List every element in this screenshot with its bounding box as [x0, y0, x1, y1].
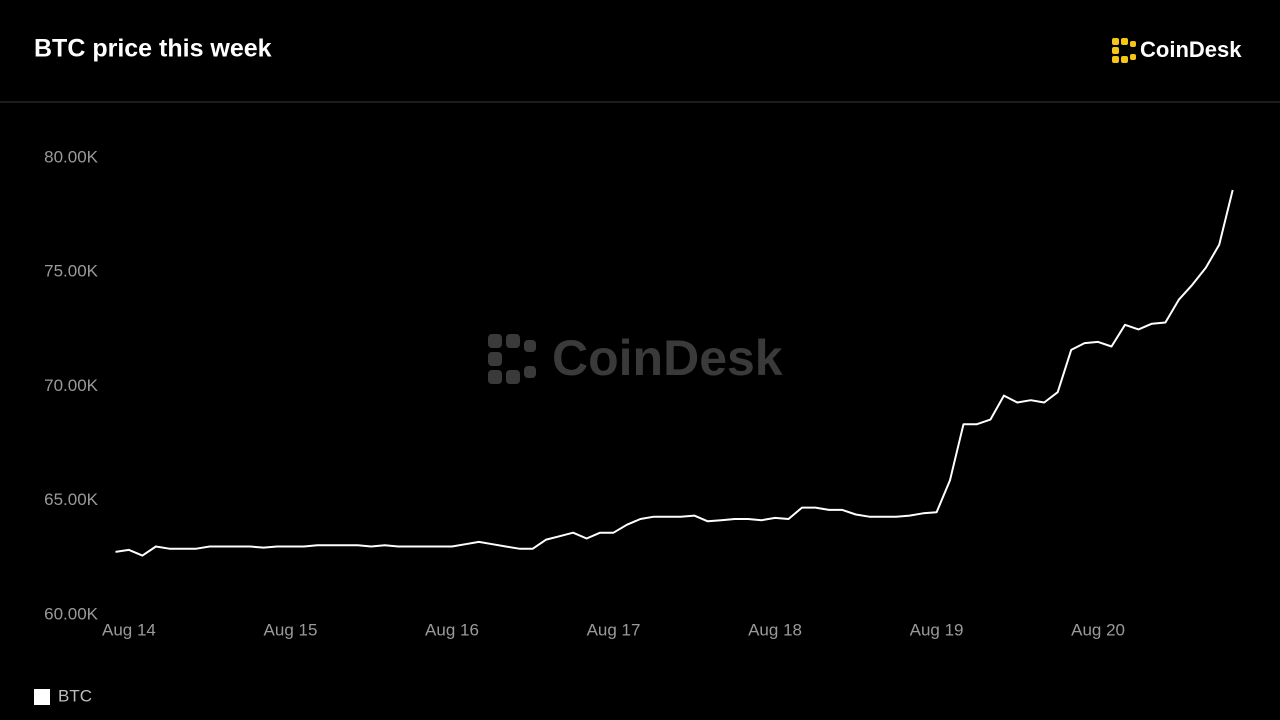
x-tick-label: Aug 20: [1071, 620, 1125, 639]
price-line: [115, 189, 1234, 557]
x-tick-label: Aug 19: [910, 620, 964, 639]
x-tick-label: Aug 16: [425, 620, 479, 639]
legend-label: BTC: [58, 686, 92, 705]
chart-title: BTC price this week: [34, 35, 272, 63]
y-tick-label: 75.00K: [44, 262, 99, 281]
y-tick-label: 80.00K: [44, 147, 99, 166]
brand-name: CoinDesk: [1140, 37, 1242, 62]
x-tick-label: Aug 18: [748, 620, 802, 639]
y-tick-label: 60.00K: [44, 604, 99, 623]
x-tick-label: Aug 14: [102, 620, 156, 639]
x-tick-label: Aug 15: [264, 620, 318, 639]
x-tick-label: Aug 17: [587, 620, 641, 639]
y-tick-label: 70.00K: [44, 376, 99, 395]
watermark: [488, 334, 536, 384]
brand-logo: [1112, 38, 1136, 63]
watermark-text: CoinDesk: [552, 330, 783, 386]
y-tick-label: 65.00K: [44, 490, 99, 509]
legend-swatch: [34, 689, 50, 705]
